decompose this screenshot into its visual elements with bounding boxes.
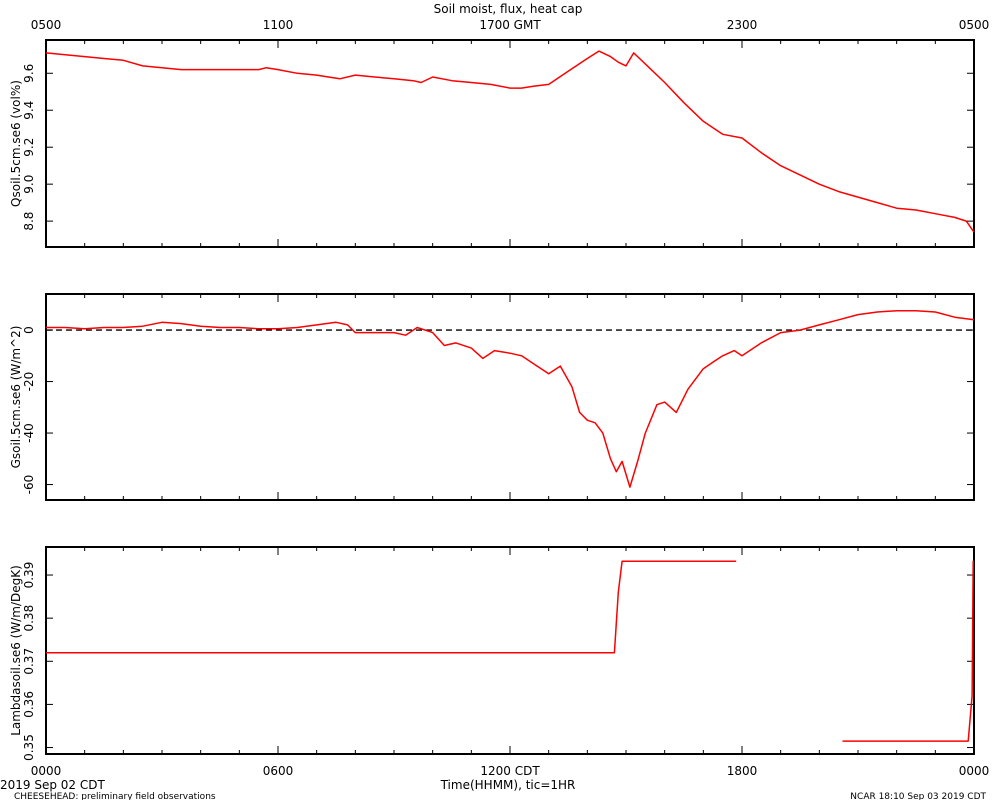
bottom-tick-label: 1800 bbox=[727, 764, 758, 778]
y-tick-label: -40 bbox=[22, 423, 36, 443]
series-line bbox=[46, 309, 975, 488]
y-tick-label: 9.0 bbox=[22, 175, 36, 194]
chart-title: Soil moist, flux, heat cap bbox=[434, 2, 583, 16]
panel-frame bbox=[45, 39, 975, 248]
y-tick-label: -20 bbox=[22, 372, 36, 392]
y-tick-label: 9.4 bbox=[22, 101, 36, 120]
top-tick-label: 2300 bbox=[727, 18, 758, 32]
y-tick-label: 9.2 bbox=[22, 138, 36, 157]
y-tick-label: 8.8 bbox=[22, 212, 36, 231]
y-axis-label: Gsoil.5cm.se6 (W/m^2) bbox=[9, 326, 23, 469]
footer-left: CHEESEHEAD: preliminary field observatio… bbox=[14, 792, 216, 800]
top-axis-ticks: 0500 1100 1700 GMT 2300 0500 bbox=[31, 18, 990, 32]
y-axis-label: Lambdasoil.se6 (W/m/DegK) bbox=[9, 565, 23, 736]
bottom-tick-label: 1200 CDT bbox=[480, 764, 540, 778]
y-tick-label: 0.38 bbox=[22, 605, 36, 632]
x-axis-label: Time(HHMM), tic=1HR bbox=[440, 778, 576, 792]
y-tick-label: 0.37 bbox=[22, 648, 36, 675]
top-tick-label: 0500 bbox=[959, 18, 990, 32]
y-tick-label: 0 bbox=[22, 326, 36, 334]
series-line bbox=[46, 560, 737, 654]
series-line bbox=[45, 50, 975, 233]
y-tick-label: 9.6 bbox=[22, 64, 36, 83]
footer-right: NCAR 18:10 Sep 03 2019 CDT bbox=[850, 792, 986, 800]
top-tick-label: 0500 bbox=[31, 18, 62, 32]
series-line bbox=[842, 560, 974, 742]
top-tick-label: 1100 bbox=[263, 18, 294, 32]
start-date-label: 2019 Sep 02 CDT bbox=[0, 778, 105, 792]
panel-frame bbox=[45, 293, 975, 501]
top-tick-label: 1700 GMT bbox=[479, 18, 541, 32]
bottom-axis-ticks: 0000 0600 1200 CDT 1800 0000 bbox=[31, 764, 990, 778]
bottom-tick-label: 0600 bbox=[263, 764, 294, 778]
y-tick-label: 0.39 bbox=[22, 562, 36, 589]
panel-frame bbox=[45, 546, 975, 755]
y-tick-label: 0.36 bbox=[22, 691, 36, 718]
y-tick-label: 0.35 bbox=[22, 734, 36, 761]
y-tick-label: -60 bbox=[22, 475, 36, 495]
bottom-tick-label: 0000 bbox=[959, 764, 990, 778]
bottom-tick-label: 0000 bbox=[31, 764, 62, 778]
y-axis-label: Qsoil.5cm.se6 (vol%) bbox=[9, 80, 23, 207]
